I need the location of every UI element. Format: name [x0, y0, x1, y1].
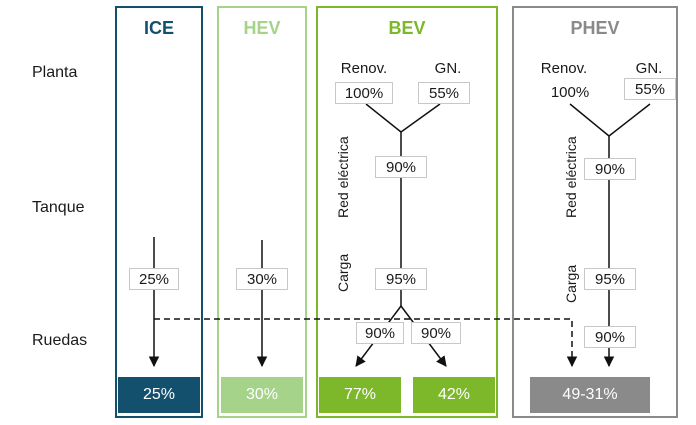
bev-result-left: 77% — [319, 377, 401, 413]
bev-grid-pct: 90% — [375, 156, 427, 178]
phev-renov-label: Renov. — [540, 60, 588, 77]
bev-split-left-pct: 90% — [356, 322, 404, 344]
bev-renov-label: Renov. — [340, 60, 388, 77]
phev-gn-branch — [608, 103, 651, 137]
ice-result: 25% — [118, 377, 200, 413]
bev-gn-branch — [400, 103, 441, 133]
bev-result-right: 42% — [413, 377, 495, 413]
bev-gn-label: GN. — [434, 60, 462, 77]
phev-renov-pct: 100% — [550, 84, 590, 101]
phev-charge-pct: 95% — [584, 268, 636, 290]
bev-renov-branch — [365, 103, 402, 133]
row-label-tanque: Tanque — [32, 199, 85, 216]
bev-split-right-pct: 90% — [411, 322, 461, 344]
phev-gn-pct: 55% — [624, 78, 676, 100]
column-title-ice: ICE — [143, 18, 174, 38]
column-title-bev: BEV — [388, 18, 426, 38]
phev-renov-branch — [569, 103, 610, 137]
phev-grid-label: Red eléctrica — [563, 136, 579, 218]
bev-grid-label: Red eléctrica — [335, 136, 351, 218]
phev-final-pct: 90% — [584, 326, 636, 348]
phev-charge-label: Carga — [563, 264, 579, 303]
bev-charge-label: Carga — [335, 253, 351, 292]
hev-efficiency: 30% — [236, 268, 288, 290]
column-ice — [115, 6, 203, 418]
row-label-ruedas: Ruedas — [32, 332, 88, 349]
ice-efficiency: 25% — [129, 268, 179, 290]
phev-result: 49-31% — [530, 377, 650, 413]
phev-grid-pct: 90% — [584, 158, 636, 180]
column-hev — [217, 6, 307, 418]
column-bev — [316, 6, 498, 418]
column-phev — [512, 6, 678, 418]
bev-charge-pct: 95% — [375, 268, 427, 290]
hev-result: 30% — [221, 377, 303, 413]
column-title-phev: PHEV — [570, 18, 620, 38]
bev-renov-pct: 100% — [335, 82, 393, 104]
column-title-hev: HEV — [243, 18, 281, 38]
row-label-planta: Planta — [32, 64, 78, 81]
bev-gn-pct: 55% — [418, 82, 470, 104]
phev-gn-label: GN. — [635, 60, 663, 77]
